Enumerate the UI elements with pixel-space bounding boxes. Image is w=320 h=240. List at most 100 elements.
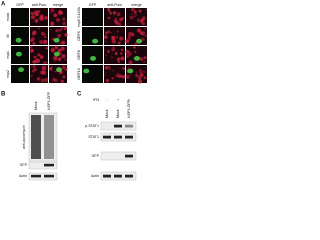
- red-signal: [62, 75, 66, 79]
- red-signal: [118, 74, 122, 78]
- red-signal: [118, 61, 121, 63]
- red-signal: [31, 36, 36, 42]
- treatment-level: +: [117, 98, 119, 102]
- red-signal: [139, 73, 144, 77]
- red-signal: [40, 78, 45, 83]
- red-signal: [44, 33, 47, 36]
- red-signal: [62, 64, 66, 69]
- lane-label: Mock: [116, 109, 120, 118]
- red-signal: [112, 37, 114, 39]
- micrograph: [104, 8, 125, 26]
- red-signal: [30, 11, 34, 15]
- blot-label: GFP: [20, 163, 28, 167]
- smear: [31, 115, 41, 159]
- column-header: anti-Puro: [32, 3, 47, 7]
- lane-label: Mock: [105, 109, 109, 118]
- row-label: M: [6, 35, 10, 38]
- red-signal: [50, 8, 55, 13]
- red-signal: [34, 59, 39, 63]
- red-signal: [110, 31, 112, 34]
- band: [44, 174, 54, 178]
- micrograph: [11, 8, 29, 26]
- red-signal: [133, 15, 136, 18]
- red-signal: [133, 46, 136, 49]
- red-signal: [30, 15, 36, 20]
- red-signal: [120, 73, 122, 76]
- red-signal: [128, 52, 132, 56]
- red-signal: [63, 26, 68, 31]
- panel-label: A: [1, 2, 6, 8]
- column-header: GFP: [16, 3, 24, 7]
- band: [125, 154, 133, 158]
- red-signal: [131, 7, 135, 12]
- red-signal: [60, 41, 63, 44]
- red-signal: [120, 48, 124, 52]
- red-signal: [52, 37, 55, 40]
- red-signal: [32, 41, 36, 46]
- red-signal: [58, 28, 62, 32]
- red-signal: [58, 71, 62, 75]
- blot-label: p-STAT1: [85, 124, 99, 128]
- gfp-signal: [18, 67, 25, 73]
- micrograph: [11, 65, 29, 83]
- red-signal: [131, 13, 134, 15]
- red-signal: [54, 45, 59, 50]
- band: [44, 163, 54, 167]
- red-signal: [31, 69, 35, 73]
- blot-label: STAT1: [88, 135, 99, 139]
- red-signal: [55, 28, 59, 33]
- band: [125, 135, 133, 139]
- red-signal: [138, 9, 142, 13]
- red-signal: [57, 34, 61, 38]
- red-signal: [48, 66, 53, 71]
- red-signal: [119, 36, 124, 41]
- red-signal: [36, 77, 41, 81]
- red-signal: [111, 47, 116, 52]
- red-signal: [60, 46, 65, 51]
- treatment-level: +: [128, 98, 130, 102]
- red-signal: [141, 21, 146, 26]
- blot-label: Actin: [19, 174, 27, 178]
- red-signal: [57, 48, 62, 53]
- red-signal: [143, 56, 147, 60]
- gfp-signal: [53, 51, 60, 57]
- red-signal: [127, 66, 130, 69]
- row-label: ORF6: [77, 31, 81, 41]
- red-signal: [104, 65, 109, 70]
- red-signal: [116, 30, 119, 33]
- band: [114, 174, 122, 178]
- red-signal: [62, 21, 66, 26]
- red-signal: [54, 61, 56, 63]
- red-signal: [61, 40, 66, 45]
- red-signal: [120, 18, 123, 21]
- red-signal: [111, 39, 116, 44]
- micrograph: [82, 8, 103, 26]
- red-signal: [133, 10, 137, 14]
- red-signal: [122, 67, 125, 70]
- red-signal: [62, 17, 66, 21]
- red-signal: [33, 55, 37, 59]
- lane-label: Mock: [34, 101, 38, 110]
- column-header: merge: [131, 3, 141, 7]
- red-signal: [134, 50, 137, 54]
- red-signal: [30, 48, 34, 53]
- red-signal: [57, 57, 62, 62]
- gfp-signal: [90, 56, 97, 61]
- red-signal: [105, 31, 109, 35]
- red-signal: [64, 58, 67, 61]
- red-signal: [41, 67, 44, 70]
- red-signal: [128, 60, 133, 65]
- lane-label: NSP1-GFP: [47, 91, 51, 110]
- red-signal: [32, 35, 34, 37]
- band: [31, 174, 41, 178]
- red-signal: [105, 79, 110, 83]
- red-signal: [143, 70, 146, 74]
- red-signal: [145, 8, 147, 11]
- band: [114, 135, 122, 139]
- gfp-signal: [56, 67, 63, 73]
- panel-label: B: [1, 92, 6, 98]
- row-label: mock: [6, 13, 10, 22]
- red-signal: [129, 15, 134, 20]
- red-signal: [44, 35, 47, 39]
- red-signal: [42, 39, 48, 44]
